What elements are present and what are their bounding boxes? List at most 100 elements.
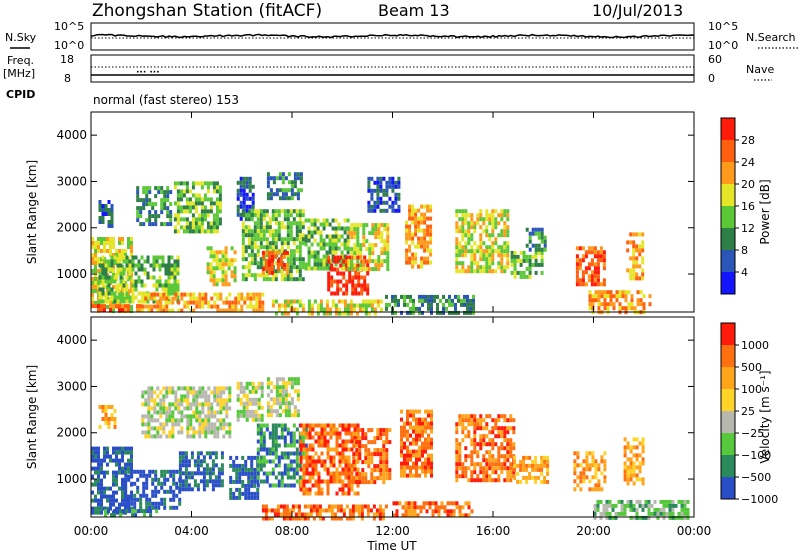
- power-ytick-label: 3000: [56, 174, 87, 188]
- velocity-colorbar-swatch: [721, 477, 735, 499]
- power-echo-region: [236, 176, 255, 221]
- velocity-colorbar-swatch: [721, 455, 735, 477]
- power-echo-region: [510, 250, 544, 279]
- velocity-echo-region: [573, 451, 607, 492]
- velocity-echo-region: [98, 405, 117, 429]
- power-echo-region: [347, 223, 390, 272]
- power-echo-region: [141, 292, 265, 313]
- beam-label: Beam 13: [378, 1, 450, 20]
- power-echo-region: [91, 304, 142, 313]
- power-echo-region: [136, 186, 173, 227]
- power-colorbar-label: Power [dB]: [758, 179, 772, 244]
- xtick-label: 16:00: [476, 524, 511, 538]
- power-ytick-label: 2000: [56, 221, 87, 235]
- xtick-label: 08:00: [275, 524, 310, 538]
- velocity-echo-region: [352, 428, 392, 485]
- svg-text:··· ···: ··· ···: [136, 68, 160, 78]
- velocity-colorbar-tick: 1000: [741, 339, 769, 352]
- freq-tick-bottom: 8: [64, 72, 71, 85]
- power-colorbar-tick: 20: [741, 178, 755, 191]
- power-colorbar-swatch: [721, 140, 735, 162]
- nsearch-tick-top: 10^5: [708, 20, 738, 33]
- velocity-echo-region: [299, 423, 360, 496]
- velocity-colorbar-swatch: [721, 367, 735, 389]
- xtick-label: 12:00: [375, 524, 410, 538]
- velocity-colorbar-label: Velocity [m s⁻¹]: [758, 370, 772, 463]
- velocity-echo-region: [392, 501, 474, 518]
- xtick-label: 00:00: [677, 524, 712, 538]
- power-colorbar-tick: 8: [741, 244, 748, 257]
- power-echo-region: [385, 294, 475, 315]
- xtick-label: 00:00: [74, 524, 109, 538]
- nsky-tick-bottom: 10^0: [54, 39, 84, 52]
- velocity-panel: 1000 2000 3000 4000 Slant Range [km] 1000 50…: [25, 316, 778, 521]
- velocity-echo-region: [261, 504, 388, 521]
- velocity-echo-region: [623, 437, 645, 486]
- velocity-ytick-label: 3000: [56, 379, 87, 393]
- velocity-colorbar-tick: −25: [741, 427, 764, 440]
- power-colorbar-swatch: [721, 206, 735, 228]
- nsky-tick-top: 10^5: [54, 20, 84, 33]
- power-echo-region: [588, 290, 652, 315]
- freq-panel: Freq. [MHz] 18 8 60 0 Nave ··· ···: [3, 53, 774, 85]
- power-colorbar-tick: 28: [741, 134, 755, 147]
- power-echo-region: [173, 181, 222, 234]
- xtick-label: 20:00: [576, 524, 611, 538]
- velocity-echo-region: [400, 409, 433, 478]
- power-echo-region: [206, 246, 237, 287]
- power-echo-region: [405, 204, 433, 269]
- velocity-colorbar-swatch: [721, 345, 735, 367]
- power-echo-region: [575, 246, 606, 287]
- power-colorbar-tick: 16: [741, 200, 755, 213]
- nsearch-tick-bottom: 10^0: [708, 39, 738, 52]
- x-axis: 00:00 04:00 08:00 12:00 16:00 20:00 00:00: [74, 112, 712, 538]
- power-echo-region: [455, 209, 510, 274]
- power-colorbar-swatch: [721, 228, 735, 250]
- power-colorbar-tick: 24: [741, 156, 755, 169]
- power-echo-region: [98, 200, 114, 228]
- nave-tick-top: 60: [708, 53, 722, 66]
- velocity-colorbar-tick: −1000: [741, 493, 778, 506]
- velocity-ylabel: Slant Range [km]: [25, 365, 39, 469]
- nsky-panel: N.Sky 10^5 10^0 10^5 10^0 N.Search: [5, 20, 798, 52]
- cpid-text: normal (fast stereo) 153: [93, 93, 239, 107]
- x-axis-label: Time UT: [366, 539, 417, 553]
- velocity-colorbar-swatch: [721, 389, 735, 411]
- velocity-colorbar-tick: 500: [741, 361, 762, 374]
- power-echo-region: [271, 299, 383, 316]
- velocity-echo-region: [229, 455, 260, 500]
- power-colorbar-swatch: [721, 184, 735, 206]
- power-echo-region: [525, 227, 547, 252]
- velocity-echo-region: [593, 499, 690, 520]
- velocity-echo-region: [455, 414, 516, 483]
- nsky-trace: [90, 33, 695, 39]
- velocity-echo-region: [236, 381, 264, 422]
- power-ytick-label: 1000: [56, 267, 87, 281]
- xtick-label: 04:00: [174, 524, 209, 538]
- nsearch-label: N.Search: [746, 31, 796, 44]
- power-ylabel: Slant Range [km]: [25, 160, 39, 264]
- cpid-label: CPID: [6, 88, 35, 101]
- station-title: Zhongshan Station (fitACF): [92, 1, 322, 21]
- power-ytick-label: 4000: [56, 128, 87, 142]
- freq-label: Freq.: [7, 54, 34, 67]
- velocity-colorbar-swatch: [721, 433, 735, 455]
- velocity-echo-region: [178, 451, 224, 492]
- velocity-echo-region: [141, 386, 232, 439]
- power-colorbar-tick: 4: [741, 266, 748, 279]
- freq-units: [MHz]: [3, 67, 35, 80]
- power-panel: 1000 2000 3000 4000 Slant Range [km] 28 24 20…: [25, 111, 772, 316]
- nave-label: Nave: [746, 63, 774, 76]
- power-colorbar-swatch: [721, 118, 735, 140]
- velocity-echo-region: [121, 469, 182, 510]
- velocity-echo-region: [104, 509, 159, 518]
- velocity-colorbar-tick: −100: [741, 449, 771, 462]
- velocity-ytick-label: 2000: [56, 426, 87, 440]
- date-label: 10/Jul/2013: [592, 1, 683, 20]
- velocity-ytick-label: 1000: [56, 472, 87, 486]
- power-echo-region: [241, 209, 305, 282]
- nsky-label: N.Sky: [5, 31, 37, 44]
- power-echo-region: [626, 232, 645, 281]
- power-colorbar-swatch: [721, 272, 735, 294]
